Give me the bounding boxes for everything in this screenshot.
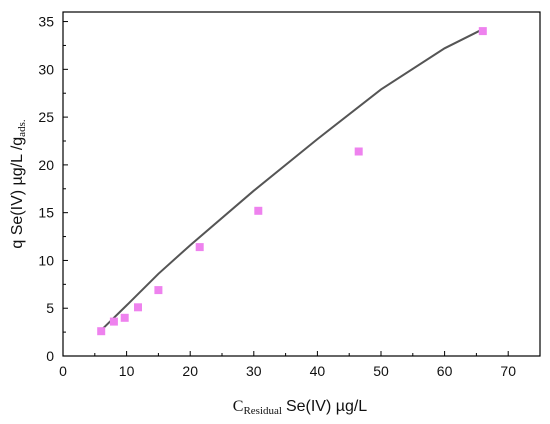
y-tick-label: 35 <box>38 14 54 30</box>
x-tick-label: 70 <box>500 363 516 379</box>
x-tick-label: 0 <box>59 363 67 379</box>
data-point <box>97 327 106 336</box>
data-point <box>134 303 142 312</box>
x-axis-ticks: 0 10 20 30 40 50 60 70 <box>59 351 516 379</box>
y-tick-label: 5 <box>46 300 54 316</box>
data-point <box>478 27 487 36</box>
x-axis-title-prefix: C <box>233 398 244 415</box>
y-tick-label: 0 <box>46 348 54 364</box>
x-axis-title: CResidual Se(IV) µg/L <box>233 398 368 417</box>
x-tick-label: 20 <box>182 363 198 379</box>
data-point <box>120 313 129 322</box>
x-axis-title-main: Se(IV) µg/L <box>286 398 367 415</box>
x-tick-label: 40 <box>310 363 326 379</box>
x-tick-label: 30 <box>246 363 262 379</box>
x-tick-label: 60 <box>437 363 453 379</box>
fit-curve-layer <box>100 28 484 331</box>
y-tick-label: 25 <box>38 109 54 125</box>
y-tick-label: 20 <box>38 157 54 173</box>
x-axis-title-subscript: Residual <box>243 405 282 417</box>
data-point <box>354 147 363 156</box>
y-tick-label: 10 <box>38 252 54 268</box>
y-axis-title: q Se(IV) µg/L /gads. <box>9 119 28 248</box>
plot-area-border <box>62 11 541 357</box>
plot-frame <box>62 11 541 357</box>
fit-curve-line <box>100 28 484 331</box>
y-axis-title-subscript: ads. <box>16 119 28 137</box>
data-point <box>254 206 263 215</box>
data-points-layer <box>97 27 487 336</box>
y-tick-label: 15 <box>38 205 54 221</box>
y-axis-ticks: 0 5 10 15 20 25 30 35 <box>38 14 68 364</box>
data-point <box>195 243 204 252</box>
y-axis-title-main: q Se(IV) µg/L /g <box>9 137 26 249</box>
data-point <box>154 286 163 295</box>
y-tick-label: 30 <box>38 61 54 77</box>
data-point <box>109 317 118 326</box>
x-tick-label: 50 <box>373 363 389 379</box>
x-tick-label: 10 <box>119 363 135 379</box>
